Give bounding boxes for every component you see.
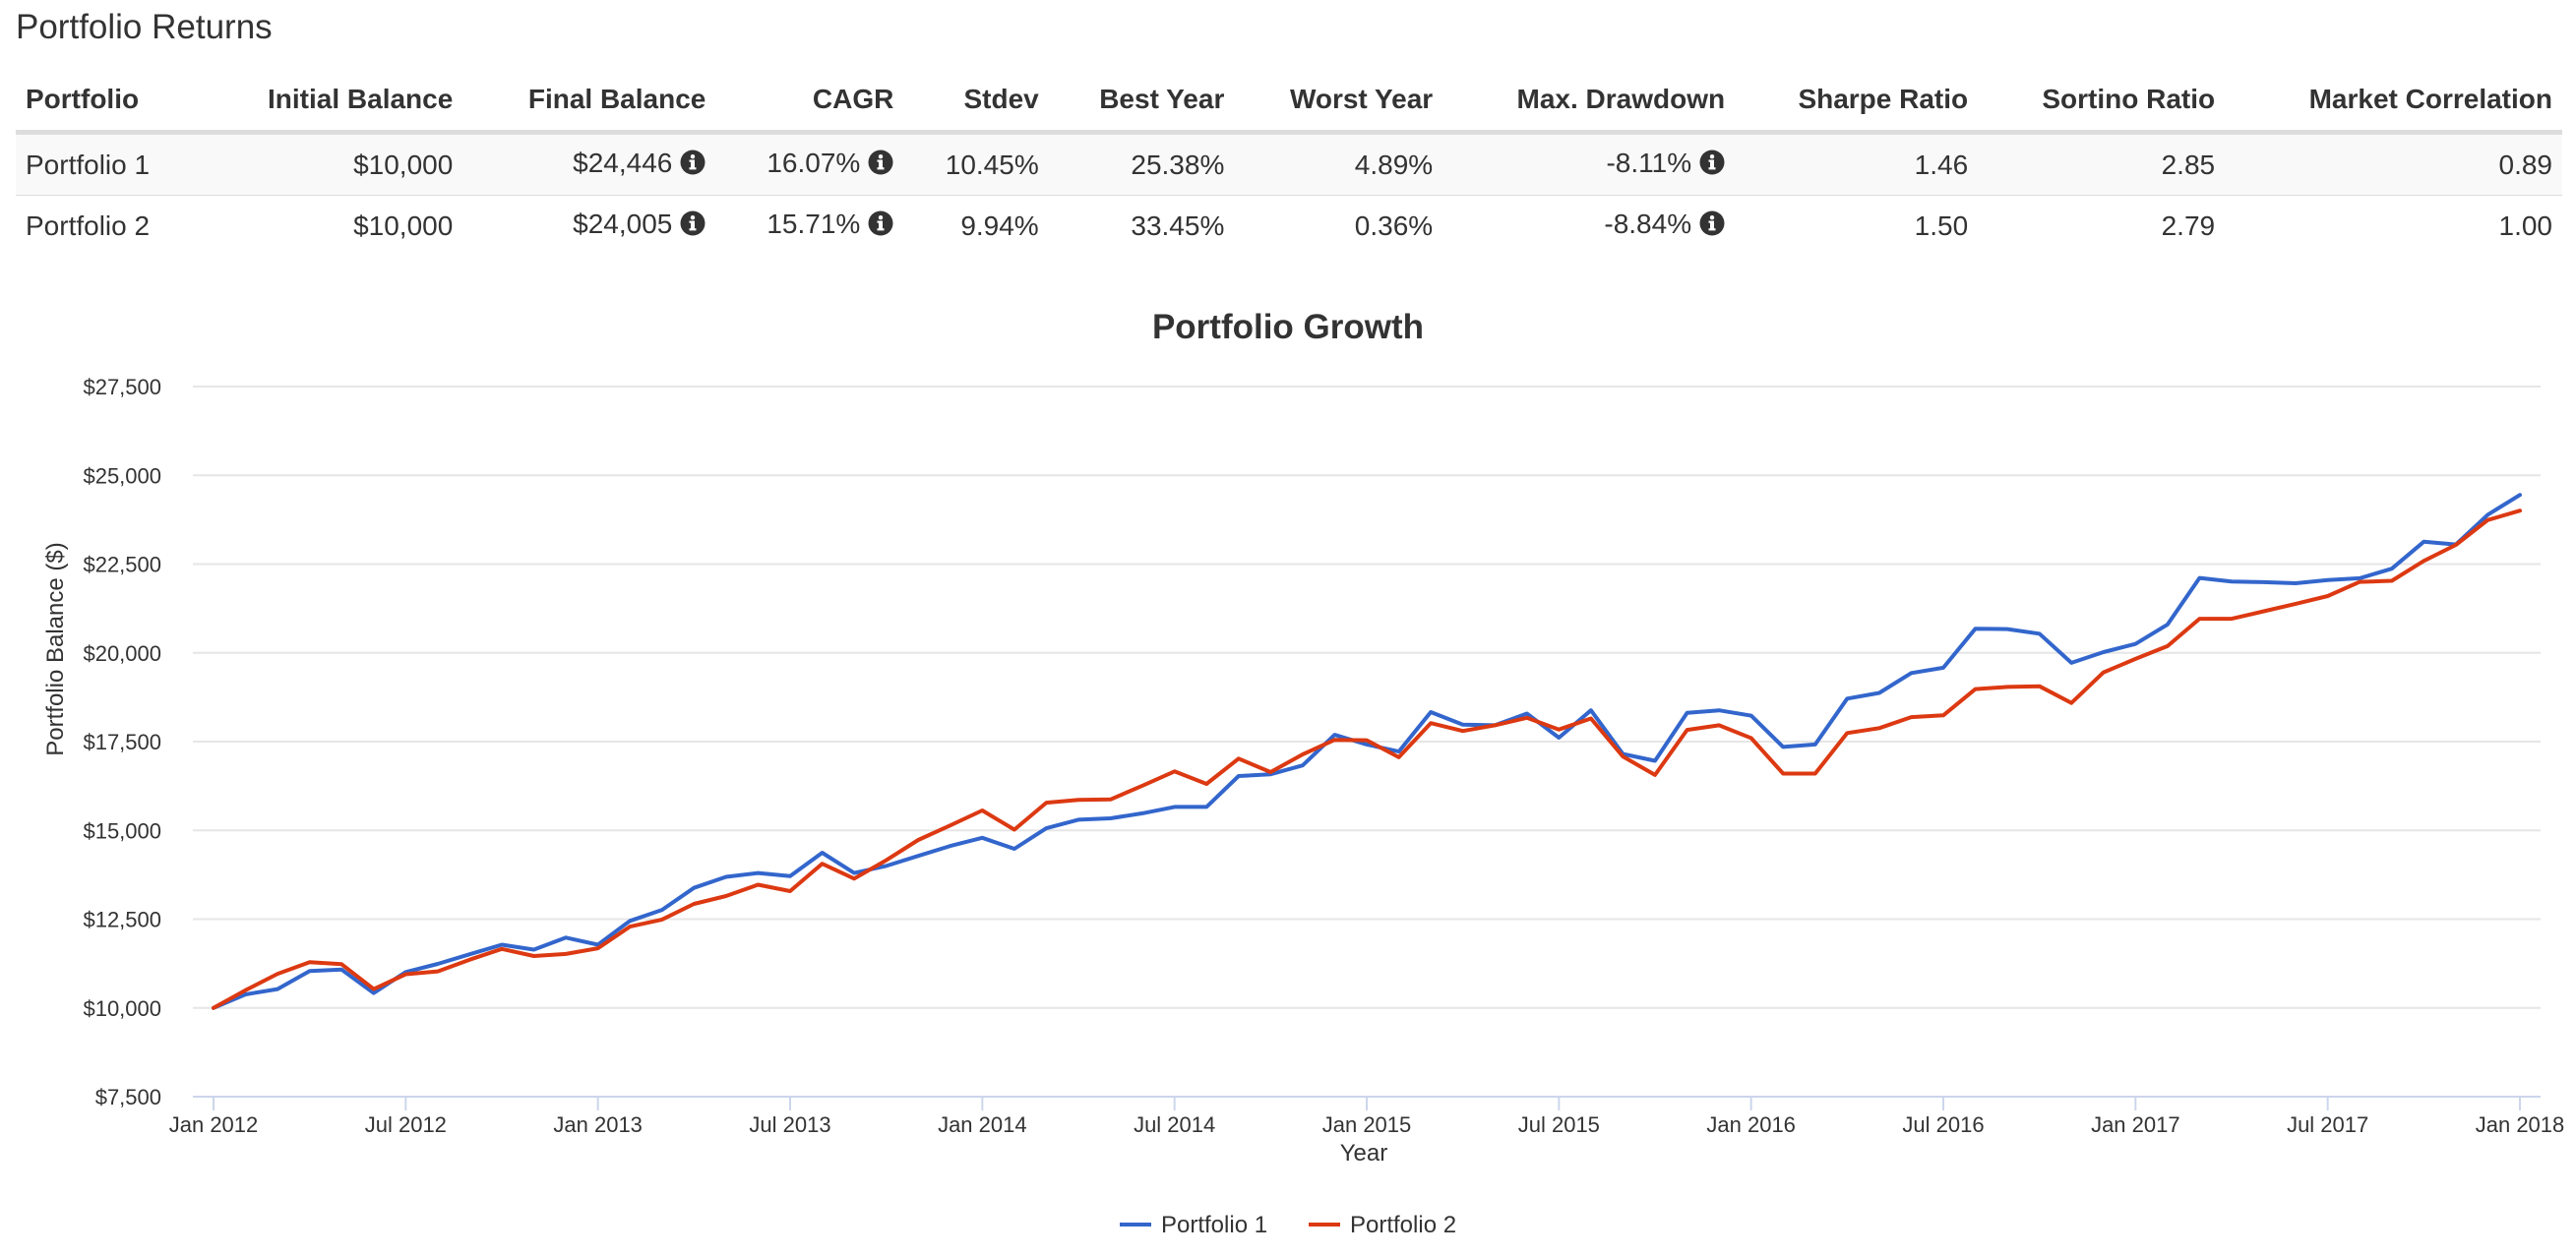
cagr-value: 16.07%: [767, 148, 861, 178]
cell-stdev: 9.94%: [960, 210, 1039, 241]
legend-item-portfolio-2[interactable]: Portfolio 2: [1309, 1212, 1456, 1238]
cell-portfolio: Portfolio 1: [16, 132, 201, 196]
col-best-year: Best Year: [1048, 69, 1235, 135]
cell-cagr: 16.07%: [715, 132, 904, 196]
portfolio-growth-chart: Portfolio Growth Portfolio Balance ($) Y…: [42, 308, 2565, 1238]
cell-cagr: 15.71%: [715, 196, 903, 257]
max-drawdown-value: -8.11%: [1606, 148, 1692, 178]
final-balance-value: $24,005: [573, 209, 673, 239]
col-final-balance: Final Balance: [462, 69, 716, 135]
info-circle-icon[interactable]: [1699, 210, 1725, 243]
page-title: Portfolio Returns: [16, 8, 273, 46]
col-initial-balance: Initial Balance: [200, 69, 463, 135]
cell-sortino-ratio: 2.85: [1978, 132, 2226, 196]
info-circle-icon[interactable]: [868, 150, 893, 182]
legend-label: Portfolio 2: [1350, 1212, 1456, 1238]
x-tick-label: Jul 2012: [365, 1112, 447, 1137]
cell-worst-year: 0.36%: [1354, 210, 1434, 241]
info-circle-icon[interactable]: [868, 210, 893, 243]
table-row: Portfolio 2 $10,000 $24,005 15.71% 9.94%…: [16, 196, 2562, 257]
cell-sortino-ratio: 2.79: [2161, 210, 2216, 241]
x-tick-label: Jan 2017: [2091, 1112, 2180, 1137]
cell-initial-balance: $10,000: [200, 132, 463, 196]
x-tick-label: Jan 2015: [1322, 1112, 1412, 1137]
col-stdev: Stdev: [903, 69, 1049, 135]
cell-best-year: 33.45%: [1131, 210, 1225, 241]
cell-initial-balance: $10,000: [353, 210, 454, 241]
col-portfolio: Portfolio: [16, 69, 201, 135]
y-tick-label: $15,000: [83, 818, 161, 843]
x-tick-label: Jul 2014: [1134, 1112, 1215, 1137]
x-tick-label: Jan 2014: [938, 1112, 1027, 1137]
cell-max-drawdown: -8.84%: [1442, 196, 1735, 257]
x-tick-label: Jan 2016: [1706, 1112, 1796, 1137]
y-tick-label: $27,500: [83, 375, 161, 399]
x-axis-label: Year: [1340, 1140, 1388, 1167]
legend-item-portfolio-1[interactable]: Portfolio 1: [1120, 1212, 1267, 1238]
cell-worst-year: 4.89%: [1234, 132, 1443, 196]
col-market-correlation: Market Correlation: [2225, 69, 2562, 135]
series-line-portfolio-2: [212, 509, 2522, 1010]
x-tick-label: Jul 2016: [1902, 1112, 1984, 1137]
cell-stdev: 10.45%: [903, 132, 1049, 196]
cell-max-drawdown: -8.11%: [1442, 132, 1736, 196]
x-tick-label: Jan 2012: [169, 1112, 259, 1137]
col-cagr: CAGR: [715, 69, 904, 135]
y-tick-label: $10,000: [83, 996, 161, 1021]
col-worst-year: Worst Year: [1234, 69, 1443, 135]
y-axis-label: Portfolio Balance ($): [42, 542, 69, 755]
legend-label: Portfolio 1: [1161, 1212, 1267, 1238]
y-tick-label: $12,500: [83, 908, 161, 932]
cell-sharpe-ratio: 1.50: [1914, 210, 1969, 241]
info-circle-icon[interactable]: [1699, 150, 1725, 182]
cell-sharpe-ratio: 1.46: [1735, 132, 1979, 196]
cell-final-balance: $24,446: [462, 132, 716, 196]
chart-title: Portfolio Growth: [1152, 308, 1424, 346]
y-tick-label: $20,000: [83, 641, 161, 666]
portfolio-returns-table: Portfolio Initial Balance Final Balance …: [16, 69, 2562, 256]
col-sharpe-ratio: Sharpe Ratio: [1735, 69, 1979, 135]
x-tick-label: Jul 2013: [749, 1112, 830, 1137]
cell-final-balance: $24,005: [462, 196, 715, 257]
cell-portfolio: Portfolio 2: [26, 210, 151, 241]
x-tick-label: Jul 2017: [2287, 1112, 2368, 1137]
cell-market-correlation: 1.00: [2498, 210, 2553, 241]
max-drawdown-value: -8.84%: [1604, 209, 1692, 239]
y-tick-label: $7,500: [95, 1085, 161, 1109]
x-tick-label: Jan 2018: [2476, 1112, 2565, 1137]
y-tick-label: $25,000: [83, 463, 161, 488]
cell-best-year: 25.38%: [1048, 132, 1235, 196]
x-tick-label: Jul 2015: [1518, 1112, 1600, 1137]
info-circle-icon[interactable]: [680, 210, 705, 243]
table-row: Portfolio 1 $10,000 $24,446 16.07% 10.45…: [16, 132, 2562, 196]
final-balance-value: $24,446: [573, 148, 673, 178]
series-line-portfolio-1: [212, 493, 2522, 1010]
cell-market-correlation: 0.89: [2225, 132, 2562, 196]
col-sortino-ratio: Sortino Ratio: [1978, 69, 2226, 135]
table-header-row: Portfolio Initial Balance Final Balance …: [16, 69, 2562, 135]
col-max-drawdown: Max. Drawdown: [1442, 69, 1736, 135]
y-tick-label: $17,500: [83, 730, 161, 754]
x-tick-label: Jan 2013: [553, 1112, 643, 1137]
y-tick-label: $22,500: [83, 553, 161, 577]
info-circle-icon[interactable]: [680, 150, 705, 182]
cagr-value: 15.71%: [767, 209, 861, 239]
